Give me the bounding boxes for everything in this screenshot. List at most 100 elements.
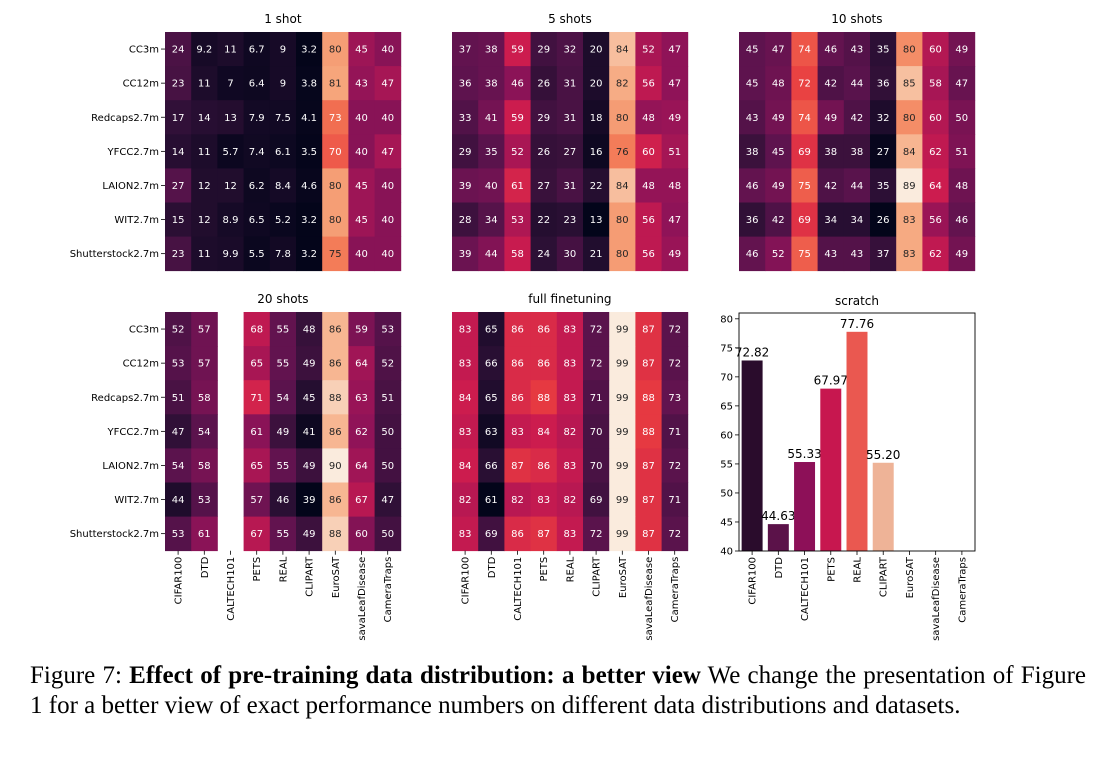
heatmap-title: full finetuning bbox=[528, 292, 611, 306]
heatmap-cell-label: 61 bbox=[250, 427, 263, 438]
heatmap-cell bbox=[217, 66, 244, 101]
heatmap-cell-label: 71 bbox=[250, 393, 263, 404]
heatmap-cell bbox=[452, 134, 479, 169]
heatmap-cell bbox=[269, 66, 297, 101]
heatmap-cell bbox=[843, 168, 871, 203]
heatmap-cell-label: 37 bbox=[877, 249, 890, 260]
heatmap-cell-label: 82 bbox=[564, 495, 577, 506]
row-label: Redcaps2.7m bbox=[91, 113, 159, 124]
heatmap-cell-label: 47 bbox=[381, 79, 394, 90]
heatmap-cell bbox=[478, 312, 505, 347]
heatmap-cell-label: 44 bbox=[172, 495, 185, 506]
heatmap-cell bbox=[296, 380, 323, 415]
bar-value-label: 72.82 bbox=[735, 345, 769, 359]
heatmap-cell-label: 50 bbox=[381, 529, 394, 540]
heatmap-cell bbox=[635, 448, 662, 483]
heatmap-cell bbox=[296, 168, 323, 203]
heatmap-cell bbox=[269, 414, 297, 449]
y-tick-label: 55 bbox=[720, 459, 733, 470]
heatmap-cell bbox=[556, 32, 584, 67]
heatmap-cell-label: 3.8 bbox=[301, 79, 317, 90]
heatmap-cell bbox=[296, 516, 323, 552]
heatmap-cell bbox=[269, 312, 297, 347]
heatmap-cell bbox=[348, 100, 375, 135]
heatmap-cell bbox=[374, 168, 402, 203]
heatmap-cell bbox=[817, 66, 845, 101]
heatmap-cell-label: 80 bbox=[329, 181, 342, 192]
heatmap-cell bbox=[504, 516, 531, 552]
heatmap-cell bbox=[374, 312, 402, 347]
heatmap-cell-label: 12 bbox=[224, 181, 237, 192]
column-label: EuroSAT bbox=[331, 556, 342, 598]
heatmap-cell bbox=[609, 414, 636, 449]
heatmap-cell-label: 27 bbox=[172, 181, 185, 192]
heatmap-cell bbox=[452, 516, 479, 552]
heatmap-cell bbox=[583, 482, 610, 517]
heatmap-cell-label: 45 bbox=[746, 79, 759, 90]
heatmap-cell bbox=[191, 414, 218, 449]
heatmap-cell bbox=[165, 448, 192, 483]
heatmap-cell-label: 13 bbox=[224, 113, 237, 124]
heatmap-cell-label: 58 bbox=[198, 461, 211, 472]
heatmap-cell bbox=[452, 100, 479, 135]
heatmap-cell bbox=[322, 32, 349, 67]
heatmap-cell bbox=[635, 516, 662, 552]
heatmap-cell-label: 69 bbox=[485, 529, 498, 540]
row-label: YFCC2.7m bbox=[107, 427, 159, 438]
heatmap-cell bbox=[504, 482, 531, 517]
heatmap-cell bbox=[191, 236, 218, 272]
heatmap-cell bbox=[843, 66, 871, 101]
heatmap-cell bbox=[635, 312, 662, 347]
heatmap-cell bbox=[348, 414, 375, 449]
heatmap-cell-label: 34 bbox=[851, 215, 864, 226]
bar bbox=[846, 331, 868, 551]
heatmap-cell-label: 46 bbox=[511, 79, 524, 90]
heatmap-cell bbox=[504, 312, 531, 347]
heatmap-cell-label: 16 bbox=[590, 147, 603, 158]
heatmap-cell-label: 48 bbox=[955, 181, 968, 192]
heatmap-cell bbox=[478, 346, 505, 381]
heatmap-cell bbox=[165, 168, 192, 203]
heatmap-cell bbox=[791, 236, 818, 272]
heatmap-cell bbox=[348, 168, 375, 203]
heatmap-cell-label: 83 bbox=[459, 529, 472, 540]
heatmap-cell-label: 74 bbox=[798, 113, 811, 124]
heatmap-cell bbox=[296, 134, 323, 169]
heatmap-cell-label: 4.6 bbox=[301, 181, 317, 192]
x-tick-label: REAL bbox=[853, 557, 864, 583]
heatmap-cell-label: 87 bbox=[511, 461, 524, 472]
heatmap-cell bbox=[739, 168, 766, 203]
heatmap-cell-label: 41 bbox=[303, 427, 316, 438]
heatmap-cell-label: 44 bbox=[485, 249, 498, 260]
heatmap-cell-label: 13 bbox=[590, 215, 603, 226]
heatmap-cell-label: 60 bbox=[929, 113, 942, 124]
heatmap-cell bbox=[583, 414, 610, 449]
heatmap-cell bbox=[296, 448, 323, 483]
row-label: CC3m bbox=[129, 325, 159, 336]
heatmap-cell-label: 89 bbox=[903, 181, 916, 192]
heatmap-cell bbox=[452, 202, 479, 237]
heatmap-cell-label: 33 bbox=[459, 113, 472, 124]
heatmap-cell bbox=[374, 516, 402, 552]
heatmap-cell-label: 46 bbox=[746, 249, 759, 260]
row-label: WIT2.7m bbox=[114, 495, 159, 506]
heatmap-cell-label: 38 bbox=[824, 147, 837, 158]
heatmap-cell-label: 38 bbox=[851, 147, 864, 158]
heatmap-cell bbox=[556, 516, 584, 552]
heatmap-cell-label: 64 bbox=[355, 359, 368, 370]
heatmap-cell-label: 55 bbox=[277, 461, 290, 472]
heatmap-cell bbox=[635, 482, 662, 517]
heatmap-cell-label: 40 bbox=[355, 249, 368, 260]
heatmap-cell bbox=[922, 100, 949, 135]
heatmap-cell bbox=[191, 346, 218, 381]
heatmap-cell-label: 87 bbox=[537, 529, 550, 540]
heatmap-cell-label: 70 bbox=[590, 461, 603, 472]
heatmap-cell-label: 50 bbox=[381, 427, 394, 438]
heatmap-cell bbox=[165, 482, 192, 517]
heatmap-cell-label: 65 bbox=[485, 325, 498, 336]
heatmap-cell-label: 5.5 bbox=[249, 249, 265, 260]
heatmap-cell bbox=[791, 202, 818, 237]
heatmap-cell-label: 7.4 bbox=[249, 147, 265, 158]
heatmap-cell-label: 72 bbox=[668, 325, 681, 336]
heatmap-cell bbox=[948, 134, 976, 169]
